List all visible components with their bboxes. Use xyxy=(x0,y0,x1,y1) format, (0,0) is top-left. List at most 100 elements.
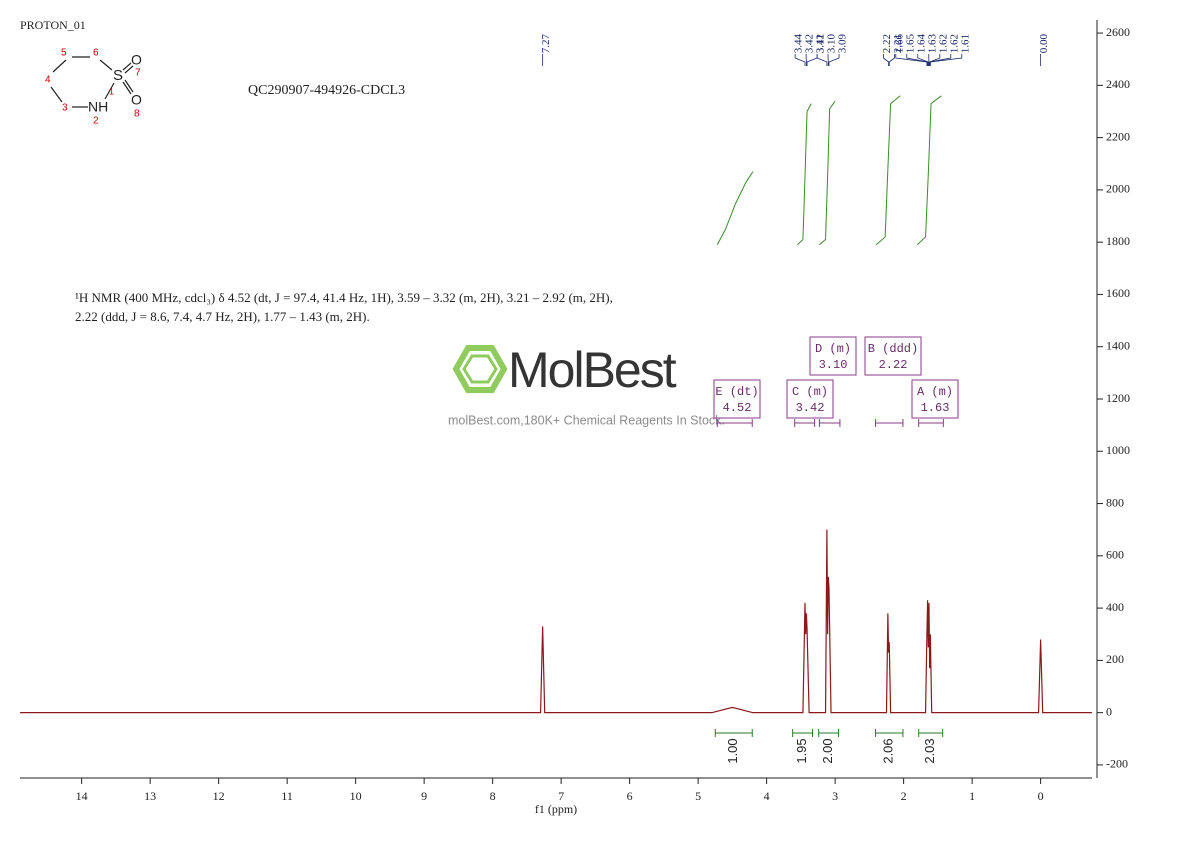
x-tick-label: 12 xyxy=(213,789,225,803)
x-tick-label: 9 xyxy=(421,789,427,803)
y-tick-label: 1200 xyxy=(1106,391,1130,405)
y-tick-label: 2000 xyxy=(1106,182,1130,196)
atom-number: 4 xyxy=(45,75,51,86)
integral-curve xyxy=(797,103,812,246)
atom: NH xyxy=(88,99,108,115)
peak-connector xyxy=(929,54,963,66)
peak-label: 1.62 xyxy=(937,34,949,53)
multiplet-label: D (m) xyxy=(815,342,851,356)
x-tick-label: 0 xyxy=(1038,789,1044,803)
x-tick-label: 5 xyxy=(695,789,701,803)
peak-label: 7.27 xyxy=(540,34,552,54)
multiplet-range xyxy=(918,419,944,427)
peak-label: 1.61 xyxy=(959,34,971,53)
multiplet-box xyxy=(713,379,761,419)
multiplet-label: B (ddd) xyxy=(868,342,918,356)
bond xyxy=(122,81,132,95)
multiplet-shift: 4.52 xyxy=(723,401,752,415)
multiplet-label: C (m) xyxy=(792,385,828,399)
multiplet-box xyxy=(911,379,959,419)
bond xyxy=(50,86,63,103)
peak-label: 1.66 xyxy=(893,34,905,54)
y-tick-label: 1000 xyxy=(1106,443,1130,457)
integral-curve xyxy=(875,95,901,246)
atom: O xyxy=(131,92,142,108)
x-tick-label: 13 xyxy=(144,789,156,803)
multiplet-range xyxy=(794,419,816,427)
peak-label: 3.09 xyxy=(837,34,849,54)
y-tick-label: 200 xyxy=(1106,652,1124,666)
peak-label: 3.12 xyxy=(815,34,827,53)
multiplet-shift: 3.42 xyxy=(796,401,825,415)
integral-curve xyxy=(819,100,836,246)
x-tick-label: 14 xyxy=(76,789,88,803)
peak-connector xyxy=(906,54,929,66)
x-tick-label: 3 xyxy=(832,789,838,803)
logo xyxy=(462,354,498,384)
atom-number: 6 xyxy=(93,48,99,59)
atom-number: 1 xyxy=(109,86,114,96)
x-tick-label: 2 xyxy=(901,789,907,803)
peak-label: 3.10 xyxy=(826,34,838,54)
atom: S xyxy=(113,67,123,84)
multiplet-label: A (m) xyxy=(917,385,953,399)
peak-connector xyxy=(895,54,928,66)
peak-label: 2.22 xyxy=(881,34,893,53)
peak-connector xyxy=(888,54,895,66)
integral-range xyxy=(875,729,904,737)
y-tick-label: 1800 xyxy=(1106,234,1130,248)
bond xyxy=(52,59,67,73)
peak-label: 1.65 xyxy=(904,34,916,54)
integral-range xyxy=(792,729,814,737)
x-axis-title: f1 (ppm) xyxy=(535,802,577,816)
peak-connector xyxy=(816,54,828,66)
peak-connector xyxy=(883,54,889,66)
x-tick-label: 11 xyxy=(281,789,293,803)
peak-connector xyxy=(794,54,806,66)
bond xyxy=(124,65,134,74)
integral-value: 1.00 xyxy=(725,738,740,763)
structure-labels: S NH O O 1 2 3 4 5 6 7 8 xyxy=(45,48,142,127)
peak-connector xyxy=(929,54,952,66)
chart-title: QC290907-494926-CDCL3 xyxy=(248,83,405,98)
y-tick-label: 1600 xyxy=(1106,286,1130,300)
y-tick-label: 1400 xyxy=(1106,338,1130,352)
peak-connector xyxy=(917,54,929,66)
atom: O xyxy=(131,52,142,68)
multiplet-shift: 2.22 xyxy=(879,358,908,372)
x-tick-label: 6 xyxy=(627,789,633,803)
integral-range xyxy=(818,729,840,737)
spectrum xyxy=(20,529,1092,714)
integral-value: 2.03 xyxy=(922,738,937,763)
peak-label: 1.62 xyxy=(948,34,960,53)
bond xyxy=(104,82,115,100)
multiplet-box xyxy=(864,336,922,376)
peak-label: 1.63 xyxy=(926,34,938,54)
x-tick-label: 4 xyxy=(764,789,770,803)
peak-label: 1.64 xyxy=(915,34,927,54)
peak-label: 2.21 xyxy=(892,34,904,53)
description: 2.22 (ddd, J = 8.6, 7.4, 4.7 Hz, 2H), 1.… xyxy=(75,309,370,324)
y-tick-label: 400 xyxy=(1106,600,1124,614)
integral-curve xyxy=(916,95,942,246)
multiplet-range xyxy=(818,419,841,427)
peak-label: 0.00 xyxy=(1038,34,1050,54)
integral-value: 2.06 xyxy=(881,738,896,763)
peak-connector xyxy=(806,54,818,66)
peak-connector xyxy=(828,54,840,66)
watermark-brand: MolBest xyxy=(508,342,677,398)
description: ¹H NMR (400 MHz, cdcl₃) δ 4.52 (dt, J = … xyxy=(75,290,613,305)
x-tick-label: 10 xyxy=(350,789,362,803)
multiplet-range xyxy=(716,419,753,427)
bond xyxy=(99,59,113,71)
y-tick-label: -200 xyxy=(1106,757,1128,771)
x-tick-label: 7 xyxy=(558,789,564,803)
peak-label: 3.42 xyxy=(804,34,816,53)
multiplet-box xyxy=(786,379,834,419)
x-tick-label: 8 xyxy=(490,789,496,803)
structure xyxy=(50,56,134,108)
integral-value: 1.95 xyxy=(794,738,809,763)
bond xyxy=(122,62,132,71)
